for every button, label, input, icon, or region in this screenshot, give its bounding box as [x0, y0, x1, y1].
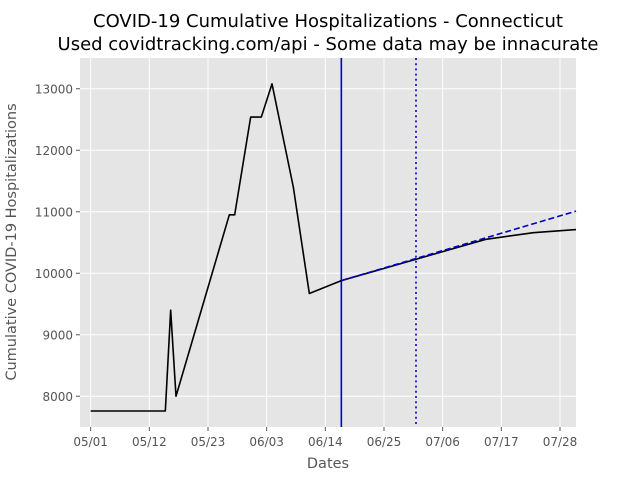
x-tick-label: 06/03	[249, 435, 284, 449]
y-tick-label: 13000	[35, 82, 73, 96]
plot-area	[80, 58, 576, 427]
projection-line	[341, 210, 577, 282]
x-tick-label: 06/25	[367, 435, 402, 449]
chart-title-line-2: Used covidtracking.com/api - Some data m…	[58, 34, 599, 55]
y-tick-label: 8000	[42, 390, 73, 404]
grid	[80, 58, 576, 427]
reference-lines	[340, 58, 417, 427]
x-tick-label: 07/28	[543, 435, 578, 449]
x-axis-ticks: 05/01 05/12 05/23 06/03 06/14 06/25 07/06 07/17…	[73, 427, 577, 449]
y-axis-label: Cumulative COVID-19 Hospitalizations	[4, 103, 20, 380]
x-tick-label: 06/14	[308, 435, 343, 449]
y-axis-ticks: 8000 9000 10000 11000 12000 13000	[35, 82, 80, 404]
hospitalizations-line	[90, 83, 577, 412]
x-tick-label: 05/01	[73, 435, 108, 449]
series-lines	[90, 83, 577, 412]
x-tick-label: 07/17	[484, 435, 519, 449]
y-tick-label: 9000	[42, 328, 73, 342]
y-tick-label: 10000	[35, 267, 73, 281]
y-tick-label: 12000	[35, 144, 73, 158]
x-tick-label: 07/06	[425, 435, 460, 449]
x-tick-label: 05/12	[132, 435, 167, 449]
y-tick-label: 11000	[35, 205, 73, 219]
x-tick-label: 05/23	[191, 435, 226, 449]
x-axis-label: Dates	[307, 456, 349, 472]
chart-title-line-1: COVID-19 Cumulative Hospitalizations - C…	[93, 11, 563, 32]
